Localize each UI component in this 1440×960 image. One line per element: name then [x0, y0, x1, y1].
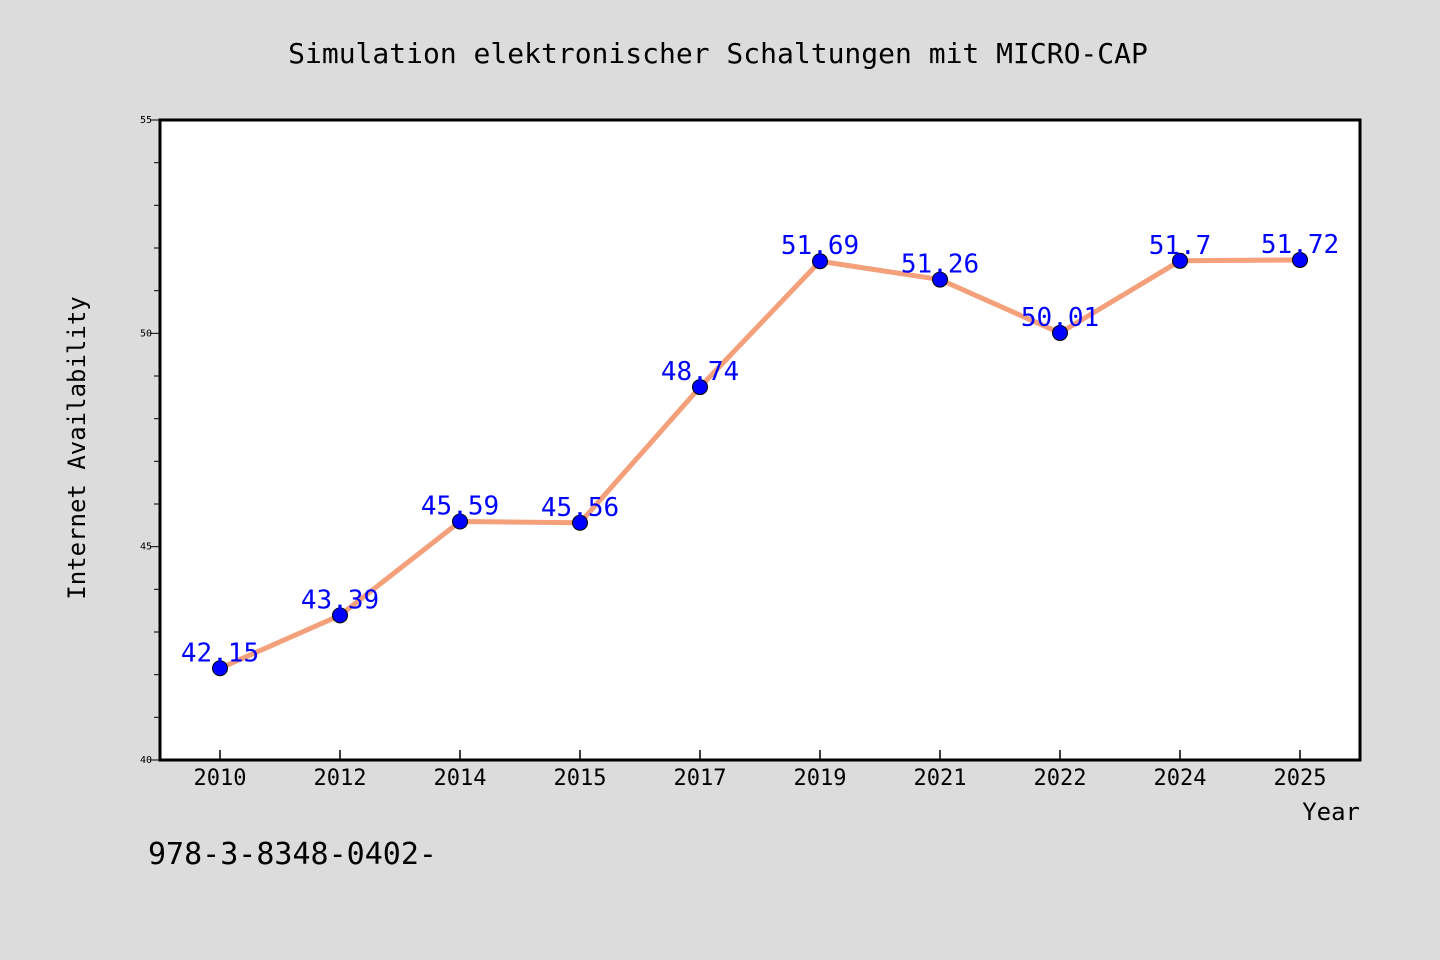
data-point	[452, 513, 468, 530]
series-line	[217, 257, 1303, 671]
x-tick-label: 2014	[434, 766, 487, 791]
x-tick-label: 2015	[554, 766, 607, 791]
x-axis-label: Year	[1302, 798, 1360, 826]
x-tick-label: 2022	[1034, 766, 1087, 791]
y-tick-label: 55	[140, 115, 152, 126]
data-label: 43.39	[301, 585, 379, 615]
data-label: 51.7	[1149, 231, 1212, 261]
data-point	[1172, 252, 1188, 269]
y-axis: 40 45 50 55	[140, 115, 160, 766]
data-label: 48.74	[661, 357, 739, 387]
data-label: 45.56	[541, 493, 619, 523]
data-point	[1292, 251, 1308, 268]
data-label: 51.72	[1261, 230, 1339, 260]
x-tick-label: 2010	[194, 766, 247, 791]
data-point	[572, 514, 588, 531]
x-tick-label: 2017	[674, 766, 727, 791]
data-point	[332, 607, 348, 624]
data-point	[692, 379, 708, 396]
data-point	[212, 660, 228, 677]
data-label: 51.69	[781, 231, 859, 261]
x-tick-label: 2021	[914, 766, 967, 791]
chart-title: Simulation elektronischer Schaltungen mi…	[288, 37, 1148, 70]
y-tick-label: 50	[140, 328, 152, 339]
plot-area	[158, 118, 1362, 762]
y-tick-label: 40	[140, 755, 152, 766]
data-point	[932, 271, 948, 288]
footer-text: 978-3-8348-0402-	[148, 837, 437, 872]
x-tick-label: 2019	[794, 766, 847, 791]
y-axis-label: Internet Availability	[63, 296, 91, 599]
data-label: 51.26	[901, 250, 979, 280]
data-label: 42.15	[181, 638, 259, 668]
data-point	[1052, 324, 1068, 341]
x-tick-label: 2012	[314, 766, 367, 791]
data-label: 45.59	[421, 491, 499, 521]
data-label: 50.01	[1021, 303, 1099, 333]
series: 42.15 43.39 45.59 45.56 48.74 51.69 51.26 50.01…	[181, 230, 1339, 677]
x-axis: 2010 2012 2014 2015 2017 2019 2021 2022 2024 2025	[194, 750, 1327, 791]
x-tick-label: 2024	[1154, 766, 1207, 791]
data-point	[812, 253, 828, 270]
x-tick-label: 2025	[1274, 766, 1327, 791]
y-tick-label: 45	[140, 542, 152, 553]
